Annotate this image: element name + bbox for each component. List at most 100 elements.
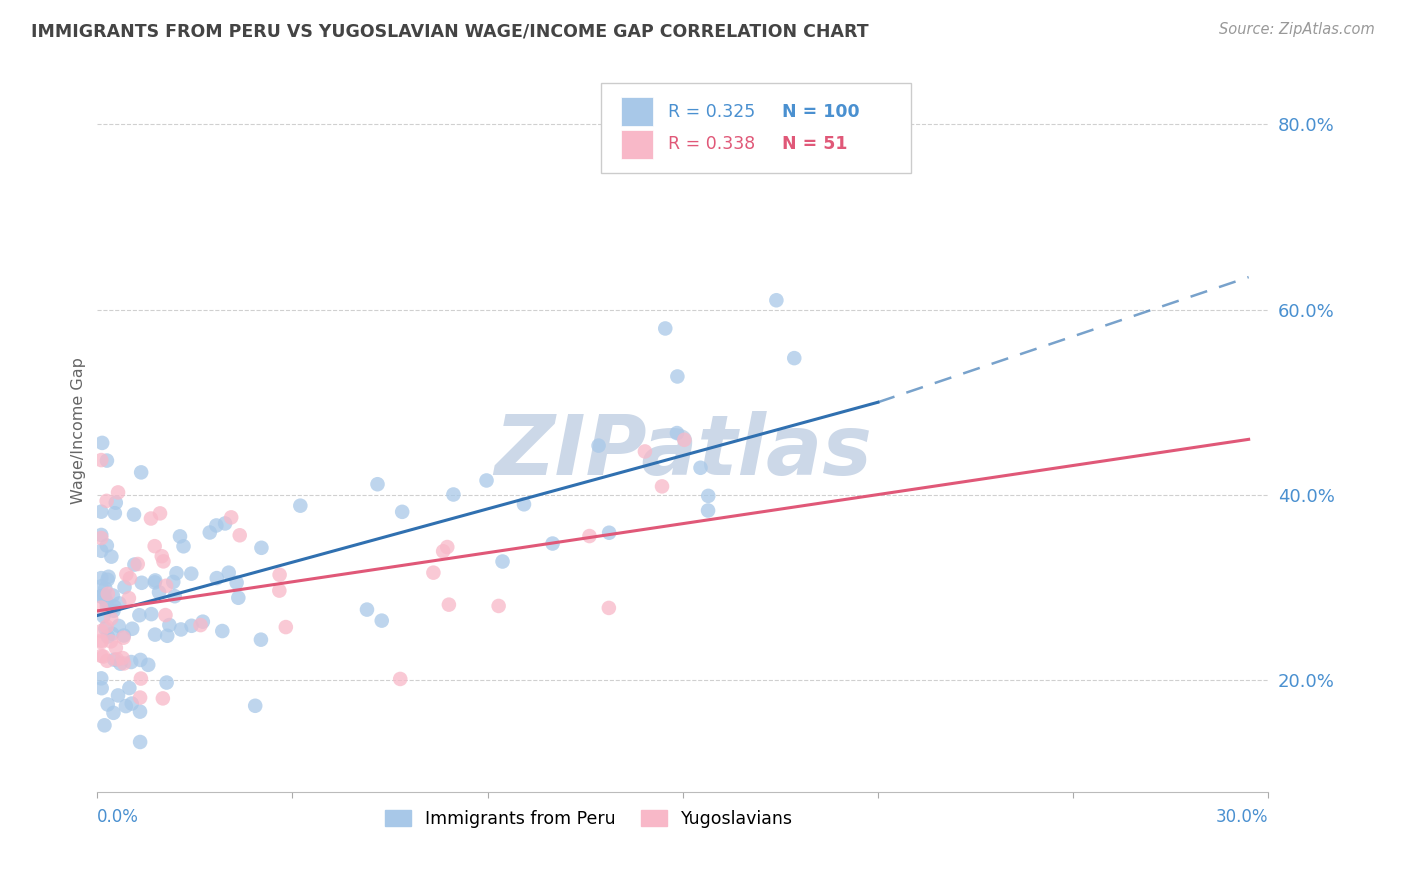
Point [155,579,177,593]
Text: Source: ZipAtlas.com: Source: ZipAtlas.com [1219,22,1375,37]
Point [205,518,228,533]
Point [163,589,186,603]
Point [90,648,112,663]
Point [155,608,177,623]
Legend: Immigrants from Peru, Yugoslavians: Immigrants from Peru, Yugoslavians [378,803,800,835]
Point [250,541,273,555]
Text: ZIPatlas: ZIPatlas [494,411,872,492]
Text: R = 0.338: R = 0.338 [668,136,755,153]
Point [141,607,163,621]
Point [103,653,125,667]
Point [634,444,657,458]
Point [391,505,413,519]
Point [651,479,673,493]
Point [143,539,166,553]
Point [143,574,166,588]
Point [100,634,122,648]
Point [97,630,120,644]
Point [112,631,135,645]
Point [104,496,127,510]
Point [157,618,180,632]
Point [697,503,720,517]
Point [697,489,720,503]
Point [104,640,127,655]
Point [107,485,129,500]
Point [578,529,600,543]
Point [103,599,125,614]
Point [356,602,378,616]
Point [170,623,193,637]
Point [219,510,242,524]
Point [90,505,112,519]
Point [100,549,122,564]
Point [115,699,138,714]
Point [93,718,115,732]
Point [121,622,143,636]
Point [588,439,610,453]
Text: N = 100: N = 100 [782,103,860,121]
Point [127,557,149,571]
Point [108,596,131,610]
Point [169,529,191,543]
Point [274,620,297,634]
Text: 0.0%: 0.0% [97,808,139,826]
Point [654,321,676,335]
Point [491,555,513,569]
Point [112,628,135,642]
Point [371,614,394,628]
FancyBboxPatch shape [600,83,911,173]
Point [93,609,115,624]
Point [90,671,112,685]
Point [245,698,267,713]
Point [118,591,141,606]
Point [110,657,132,671]
Point [90,633,112,648]
Point [250,632,273,647]
Point [598,601,620,615]
Point [90,531,112,545]
Point [97,587,120,601]
Point [422,566,444,580]
Point [214,516,236,531]
Point [432,544,454,558]
Point [96,494,118,508]
Point [96,539,118,553]
Point [783,351,806,365]
Y-axis label: Wage/Income Gap: Wage/Income Gap [72,357,86,503]
Point [173,539,195,553]
Point [156,629,179,643]
Point [97,573,120,587]
Point [94,582,117,596]
Point [513,497,536,511]
Point [96,599,118,614]
Point [96,619,118,633]
Point [129,672,152,686]
Point [129,705,152,719]
Point [269,583,291,598]
Point [96,654,118,668]
Point [129,466,152,480]
Point [389,672,412,686]
Point [136,657,159,672]
Point [112,657,135,671]
Text: 30.0%: 30.0% [1216,808,1268,826]
Bar [620,130,654,159]
Point [101,627,124,641]
Point [121,697,143,711]
Point [90,624,112,638]
Point [148,585,170,599]
Point [118,681,141,695]
Point [90,600,112,615]
Text: IMMIGRANTS FROM PERU VS YUGOSLAVIAN WAGE/INCOME GAP CORRELATION CHART: IMMIGRANTS FROM PERU VS YUGOSLAVIAN WAGE… [31,22,869,40]
Point [149,507,172,521]
Point [211,624,233,638]
Text: N = 51: N = 51 [782,136,848,153]
Point [90,590,112,604]
Point [156,675,179,690]
Point [129,735,152,749]
Point [90,571,112,585]
Point [205,571,228,585]
Point [290,499,312,513]
Point [541,536,564,550]
Point [191,615,214,629]
